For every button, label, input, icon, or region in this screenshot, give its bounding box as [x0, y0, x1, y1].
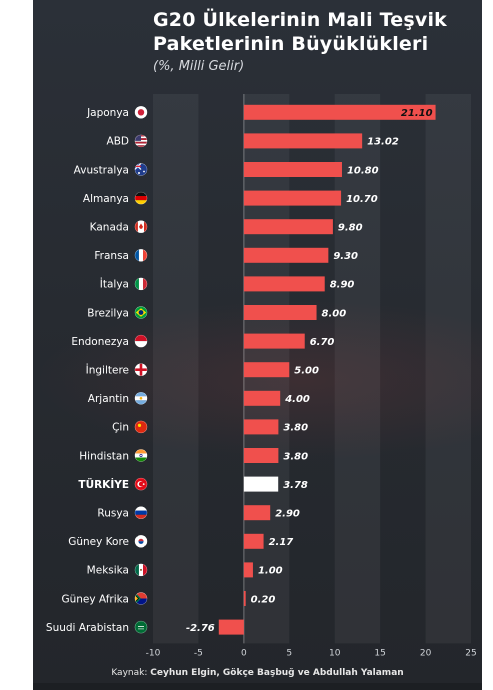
grid-band	[153, 94, 199, 644]
bar	[243, 305, 317, 320]
category-label: Avustralya	[74, 164, 129, 176]
bar	[243, 533, 264, 549]
chart-title: G20 Ülkelerinin Mali Teşvik Paketlerinin…	[153, 9, 447, 55]
x-tick-label: 10	[329, 648, 341, 658]
bar	[243, 476, 279, 492]
bar	[243, 333, 305, 349]
value-label: 2.17	[269, 537, 294, 548]
category-label: ABD	[107, 136, 129, 148]
category-label: Almanya	[83, 193, 129, 205]
category-label: Suudi Arabistan	[46, 622, 129, 634]
category-label: Brezilya	[87, 307, 129, 319]
value-label: 3.80	[283, 423, 308, 434]
bottom-strip	[33, 683, 482, 690]
value-label: -2.76	[186, 623, 215, 634]
infographic-card: -10 -5 0 5 10 15 20 25 Japonya 21.10 ABD 13.02 Avust…	[33, 0, 482, 690]
category-label: Fransa	[94, 250, 129, 262]
value-label: 1.00	[258, 566, 283, 577]
value-label: 5.00	[294, 366, 319, 377]
bar	[243, 591, 246, 606]
category-label: Japonya	[86, 107, 129, 119]
bar	[243, 219, 333, 235]
category-label: Arjantin	[88, 393, 129, 405]
uk-flag-icon	[134, 363, 148, 376]
value-label: 13.02	[367, 137, 399, 148]
value-label: 4.00	[284, 394, 310, 405]
category-label: Meksika	[87, 565, 129, 577]
france-flag-icon	[134, 249, 148, 262]
bar	[243, 448, 279, 463]
russia-flag-icon	[134, 506, 148, 519]
source-prefix: Kaynak:	[111, 668, 148, 678]
bar	[243, 276, 325, 292]
value-label: 3.78	[283, 480, 308, 491]
bar	[243, 162, 342, 177]
chart-subtitle: (%, Milli Gelir)	[153, 59, 245, 74]
value-label: 9.80	[338, 223, 363, 234]
bar-chart: -10 -5 0 5 10 15 20 25 Japonya 21.10 ABD 13.02 Avust…	[46, 94, 477, 658]
value-label: 10.70	[346, 194, 378, 205]
x-tick-label: 15	[374, 648, 385, 658]
x-tick-label: -10	[146, 648, 161, 658]
bar	[243, 562, 253, 578]
value-label: 0.20	[251, 594, 276, 605]
indonesia-flag-icon	[134, 334, 148, 348]
value-label: 6.70	[310, 337, 335, 348]
category-label: Endonezya	[71, 336, 129, 348]
source-authors: Ceyhun Elgin, Gökçe Başbuğ ve Abdullah Y…	[150, 668, 404, 678]
india-flag-icon	[134, 449, 148, 462]
mexico-flag-icon	[134, 563, 148, 577]
value-label: 8.00	[322, 308, 347, 319]
grid-band	[334, 94, 381, 644]
value-label: 2.90	[275, 509, 300, 520]
bar	[218, 619, 244, 635]
x-tick-label: 20	[420, 648, 432, 658]
x-tick-label: 5	[286, 648, 292, 658]
brazil-flag-icon	[134, 306, 148, 319]
category-label: İtalya	[100, 278, 129, 291]
bar	[243, 390, 281, 406]
bar	[243, 133, 363, 149]
bar	[243, 419, 279, 435]
usa-flag-icon	[134, 134, 148, 148]
category-label: Güney Afrika	[61, 593, 129, 605]
bar	[243, 247, 329, 263]
turkey-flag-icon	[134, 477, 148, 491]
x-tick-label: 25	[465, 648, 476, 658]
italy-flag-icon	[134, 277, 148, 291]
grid-band	[425, 94, 471, 644]
category-label: Hindistan	[79, 450, 129, 462]
source-note: Kaynak: Ceyhun Elgin, Gökçe Başbuğ ve Ab…	[33, 668, 482, 678]
value-label: 9.30	[333, 251, 358, 262]
south-africa-flag-icon	[134, 592, 148, 605]
germany-flag-icon	[134, 191, 148, 205]
category-label: Kanada	[90, 222, 129, 234]
china-flag-icon	[134, 420, 148, 434]
japan-flag-icon	[134, 106, 148, 119]
australia-flag-icon	[134, 163, 148, 176]
category-label: Güney Kore	[68, 536, 129, 548]
category-label: Rusya	[97, 508, 129, 520]
value-label: 8.90	[330, 280, 355, 291]
category-label: Çin	[112, 422, 129, 434]
value-label: 3.80	[283, 451, 308, 462]
bar	[243, 362, 290, 378]
value-label: 10.80	[347, 165, 379, 176]
bar	[243, 505, 271, 521]
category-label: TÜRKİYE	[78, 477, 129, 491]
bar	[243, 190, 342, 206]
canada-flag-icon	[134, 220, 148, 233]
x-tick-label: 0	[241, 648, 247, 658]
category-label: İngiltere	[86, 364, 129, 377]
argentina-flag-icon	[134, 392, 148, 405]
saudi-arabia-flag-icon	[134, 620, 148, 634]
x-tick-label: -5	[194, 648, 203, 658]
bar	[243, 104, 436, 120]
south-korea-flag-icon	[134, 535, 148, 548]
value-label: 21.10	[401, 108, 433, 119]
